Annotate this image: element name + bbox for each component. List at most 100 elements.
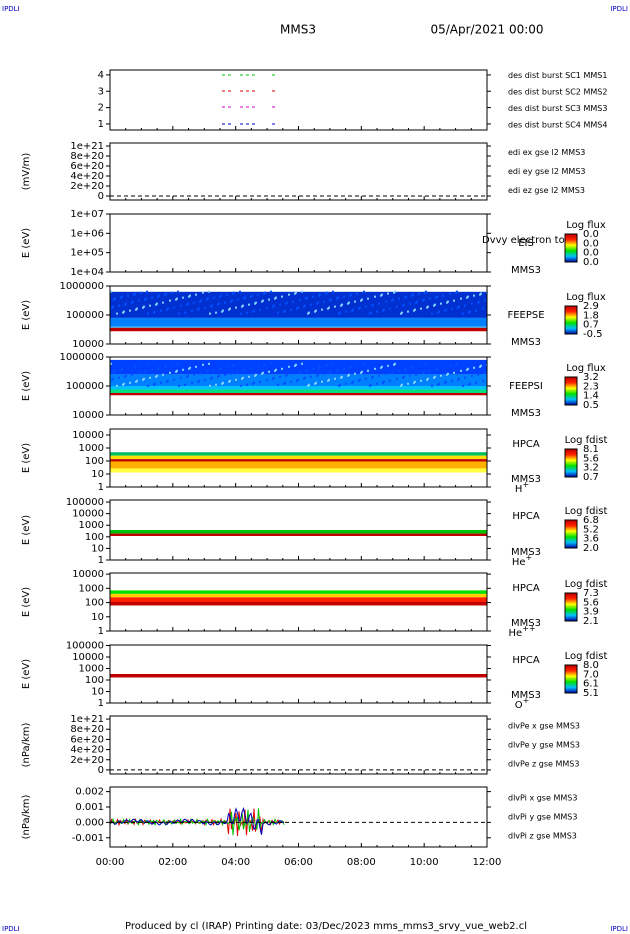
spectrogram-speck <box>378 374 380 377</box>
y-tick-label: 10000 <box>72 569 104 580</box>
spectrogram-speck <box>259 380 261 383</box>
spectrogram-speck <box>433 304 435 307</box>
x-tick-label: 04:00 <box>221 857 250 868</box>
colorbar-label: -0.5 <box>583 329 603 340</box>
spectrogram-speck <box>321 380 323 383</box>
spectrogram-speck <box>299 298 301 301</box>
spectrogram-speck <box>120 296 122 299</box>
y-tick-label: 1e+05 <box>70 248 104 259</box>
spectrogram-speck <box>166 380 168 383</box>
spectrogram-speck <box>171 291 173 294</box>
spectrogram-speck <box>475 309 477 312</box>
spacecraft-label: MMS3 <box>511 265 541 276</box>
spectrogram-speck <box>184 311 186 314</box>
spectrogram-speck <box>484 371 486 374</box>
colorbar-label: 1.8 <box>583 310 599 321</box>
spectrogram-speck <box>398 369 400 372</box>
x-tick-label: 00:00 <box>96 857 125 868</box>
y-axis-label: E (eV) <box>21 371 32 401</box>
spectrogram-speck <box>396 377 398 380</box>
note: Dvvy electron to <box>482 235 565 246</box>
colorbar-label: 1.4 <box>583 391 599 402</box>
y-tick-label: 3 <box>98 86 104 97</box>
spectrogram-speck <box>240 312 242 315</box>
spectrogram-speck <box>246 311 248 314</box>
spacecraft-label: MMS3 <box>511 408 541 419</box>
spectrogram <box>110 593 487 598</box>
panel-frame <box>109 786 488 848</box>
colorbar-title: Log fdist <box>565 506 608 517</box>
spectrogram-speck <box>186 303 188 306</box>
spectrogram-speck <box>235 378 237 381</box>
spectrogram-speck <box>294 364 296 367</box>
spectrogram-speck <box>404 296 406 299</box>
y-tick-label: 100000 <box>66 640 104 651</box>
spectrogram-speck <box>374 367 376 370</box>
spectrogram-speck <box>257 293 259 296</box>
spectrogram-speck <box>122 383 124 386</box>
colorbar-label: 3.6 <box>583 534 599 545</box>
spectrogram-speck <box>466 368 468 371</box>
spectrogram-speck <box>347 302 349 305</box>
spectrogram-speck <box>116 384 118 387</box>
spectrogram-speck <box>272 377 274 380</box>
spectrogram-speck <box>460 369 462 372</box>
y-tick-label: 8e+20 <box>70 151 104 162</box>
spectrogram-speck <box>209 384 211 387</box>
panel-frame <box>109 715 488 775</box>
spectrogram <box>110 461 487 469</box>
spectrogram-speck <box>327 379 329 382</box>
spectrogram-speck <box>254 374 256 377</box>
spacecraft-label: MMS3 <box>511 690 541 701</box>
y-tick-label: 1e+21 <box>70 714 104 725</box>
y-tick-label: 10 <box>91 686 104 697</box>
date: 05/Apr/2021 00:00 <box>430 23 543 37</box>
spectrogram-speck <box>396 305 398 308</box>
y-tick-label: 2e+20 <box>70 181 104 192</box>
spectrogram-speck <box>188 367 190 370</box>
spectrogram-speck <box>191 309 193 312</box>
spectrogram <box>110 459 487 462</box>
spectrogram-speck <box>318 294 320 297</box>
spectrogram-speck <box>444 381 446 384</box>
y-tick-label: 1000 <box>79 520 104 531</box>
colorbar-title: Log fdist <box>565 435 608 446</box>
spectrogram-speck <box>455 363 457 366</box>
spectrogram-speck <box>471 302 473 305</box>
spectrogram-speck <box>385 300 387 303</box>
spectrogram-speck <box>135 308 137 311</box>
spectrogram-speck <box>208 290 210 293</box>
spectrogram-speck <box>157 367 159 370</box>
colorbar-label: 5.6 <box>583 453 599 464</box>
spectrogram-speck <box>217 375 219 378</box>
spectrogram-speck <box>479 365 481 368</box>
y-tick-label: 4 <box>98 70 104 81</box>
spectrogram-speck <box>437 311 439 314</box>
spectrogram-speck <box>209 312 211 315</box>
y-tick-label: 0.001 <box>75 802 104 813</box>
panel-frame <box>109 213 488 273</box>
spectrogram-speck <box>385 372 387 375</box>
spectrogram-speck <box>180 304 182 307</box>
species-label: O+ <box>515 696 530 712</box>
spectrogram-speck <box>210 377 212 380</box>
spectrogram-speck <box>371 376 373 379</box>
spectrogram-speck <box>422 371 424 374</box>
spectrogram-speck <box>162 373 164 376</box>
spectrogram-speck <box>124 303 126 306</box>
y-tick-label: 100 <box>85 532 104 543</box>
y-tick-label: 1 <box>98 698 104 709</box>
x-tick-label: 02:00 <box>158 857 187 868</box>
spectrogram-speck <box>387 364 389 367</box>
spectrogram-speck <box>431 312 433 315</box>
spectrogram-speck <box>329 299 331 302</box>
legend-entry: des dist burst SC1 MMS1 <box>508 71 607 80</box>
corner-label: IPDLI <box>610 5 628 13</box>
spectrogram-speck <box>464 376 466 379</box>
species-label: He++ <box>508 624 535 640</box>
spectrogram-speck <box>230 372 232 375</box>
colorbar-label: 0.0 <box>583 248 599 259</box>
spectrogram-speck <box>433 376 435 379</box>
spectrogram-speck <box>243 369 245 372</box>
colorbar-title: Log flux <box>566 292 606 303</box>
